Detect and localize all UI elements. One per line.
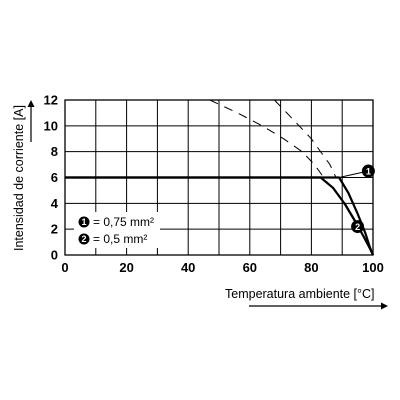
x-tick-label: 20 [119,260,133,275]
legend-marker-1-icon [78,216,90,228]
x-axis-label: Temperatura ambiente [°C] [225,287,375,301]
legend-marker-1-label: 1 [81,217,86,227]
legend-entry-2: = 0,5 mm² [93,232,147,246]
y-tick-label: 8 [51,144,58,159]
callout-marker-1-label: 1 [366,166,371,176]
y-tick-label: 2 [51,222,58,237]
legend-marker-2-icon [78,233,90,245]
x-axis-arrow-head-icon [381,302,388,310]
y-axis-title: Intensidad de corriente [A] [12,100,35,251]
legend: 1 = 0,75 mm² 2 = 0,5 mm² [74,212,160,248]
y-tick-label: 12 [44,93,58,108]
series-line-3 [209,99,325,178]
chart-series: 12 [65,99,375,256]
x-tick-label: 0 [61,260,68,275]
x-axis-title: Temperatura ambiente [°C] [225,287,388,310]
x-tick-label: 60 [243,260,257,275]
y-axis-label: Intensidad de corriente [A] [12,105,26,251]
y-axis-arrow-head-icon [27,100,35,107]
series-line-4 [274,99,337,178]
x-tick-label: 100 [362,260,384,275]
y-tick-label: 10 [44,118,58,133]
y-tick-label: 4 [51,196,59,211]
x-tick-label: 80 [304,260,318,275]
callout-marker-1-icon [361,164,375,178]
legend-entry-1: = 0,75 mm² [93,215,154,229]
series-line-2 [65,176,374,256]
x-tick-label: 40 [181,260,195,275]
callout-marker-2-label: 2 [355,222,360,232]
y-tick-label: 0 [51,248,58,263]
callout-marker-2-icon [351,220,365,234]
legend-marker-2-label: 2 [81,234,86,244]
y-tick-label: 6 [51,170,58,185]
